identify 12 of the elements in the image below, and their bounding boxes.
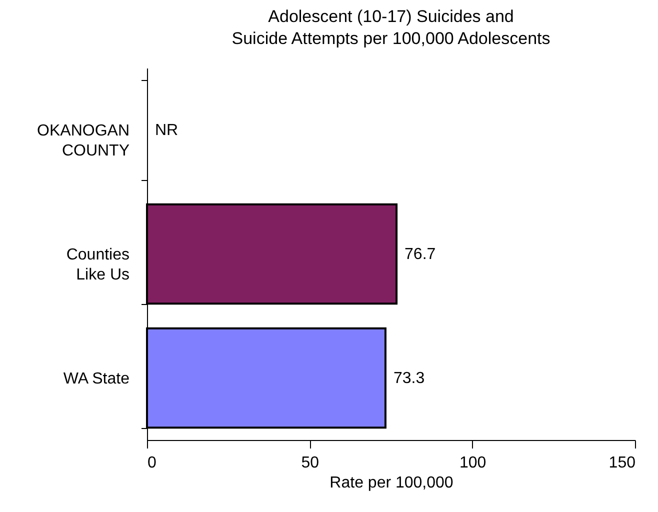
x-tick-label: 0 (148, 454, 156, 472)
y-tick-label: OKANOGAN COUNTY (37, 122, 130, 160)
x-tick-label: 150 (608, 454, 636, 472)
text: NR (155, 122, 178, 139)
x-tick-label: 100 (459, 454, 486, 472)
chart-title: Adolescent (10-17) Suicides and Suicide Attempts per 100,000 Adolescents (232, 7, 550, 48)
y-tick-label: WA State (63, 370, 130, 388)
x-tick-label: 50 (301, 454, 320, 472)
data-label: 76.7 (404, 246, 436, 263)
data-label: 73.3 (393, 370, 425, 387)
y-tick-label: Counties Like Us (66, 246, 130, 284)
x-axis-title: Rate per 100,000 (330, 474, 454, 492)
